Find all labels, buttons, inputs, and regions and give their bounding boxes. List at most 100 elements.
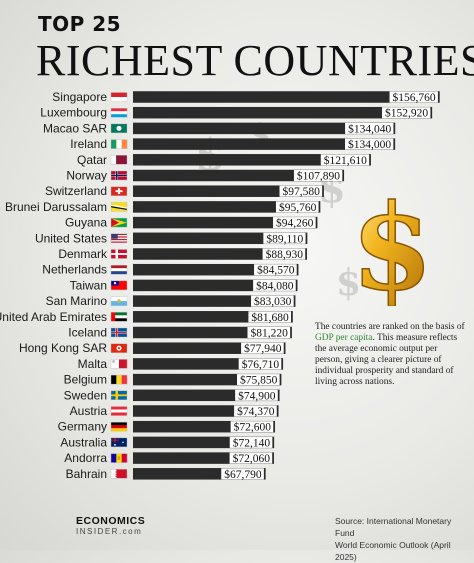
background-dollar-icon: $ xyxy=(336,262,362,304)
singapore-flag-icon xyxy=(110,92,128,102)
value-label-background xyxy=(247,327,291,338)
bar xyxy=(133,326,292,339)
bar xyxy=(133,106,433,119)
country-label: United States xyxy=(35,231,107,245)
country-label: Belgium xyxy=(64,373,107,387)
value-label-background xyxy=(275,201,319,213)
chart-row: United Arab Emirates $81,680 xyxy=(0,310,293,324)
chart-row: Iceland $81,220 xyxy=(68,326,292,340)
value-label: $81,680 xyxy=(251,311,289,324)
chart-row: Belgium $75,850 xyxy=(64,373,282,387)
value-label-background xyxy=(345,138,394,150)
chart-row: Australia $72,140 xyxy=(60,435,275,449)
bar xyxy=(133,91,440,103)
bar xyxy=(133,279,298,292)
bar xyxy=(133,122,396,135)
value-label-background xyxy=(251,295,294,307)
bahrain-flag-icon xyxy=(110,469,128,479)
page-title: RICHEST COUNTRIES xyxy=(36,36,474,85)
bar xyxy=(133,216,318,229)
chart-row: Brunei Darussalam $95,760 xyxy=(5,200,321,214)
united-states-flag-icon xyxy=(110,233,128,244)
value-label: $81,220 xyxy=(251,327,289,340)
value-label: $77,940 xyxy=(244,342,282,355)
value-label: $72,600 xyxy=(234,421,272,434)
value-label: $121,610 xyxy=(324,154,367,167)
denmark-flag-icon xyxy=(110,249,128,259)
brunei-flag-icon xyxy=(110,202,128,212)
country-label: Bahrain xyxy=(66,467,107,481)
country-label: Brunei Darussalam xyxy=(5,200,107,214)
qatar-flag-icon xyxy=(110,155,128,165)
value-label-background xyxy=(262,248,306,260)
country-label: Macao SAR xyxy=(43,121,107,135)
netherlands-flag-icon xyxy=(110,265,128,275)
chart-row: Qatar $121,610 xyxy=(77,153,371,167)
value-label-background xyxy=(293,170,343,181)
brand-subname: INSIDER.com xyxy=(76,527,143,536)
country-label: San Marino xyxy=(46,294,108,308)
hong-kong-flag-icon xyxy=(110,343,128,353)
switzerland-flag-icon xyxy=(110,186,128,196)
chart-row: Denmark $88,930 xyxy=(58,247,307,261)
country-label: Austria xyxy=(70,404,108,418)
bar xyxy=(133,468,266,480)
value-label-background xyxy=(273,217,316,229)
note-text-after: . This measure reflects the average econ… xyxy=(315,333,458,387)
value-label: $134,000 xyxy=(348,138,391,151)
value-label-background xyxy=(229,436,273,448)
ireland-flag-icon xyxy=(110,139,128,149)
country-label: Norway xyxy=(66,169,107,183)
value-label-background xyxy=(248,311,292,323)
country-label: Singapore xyxy=(52,90,107,104)
value-label: $94,260 xyxy=(276,217,314,230)
value-label-background xyxy=(263,232,306,244)
value-label: $152,920 xyxy=(385,107,428,120)
brand-name: ECONOMICS xyxy=(76,515,146,527)
bar xyxy=(133,169,345,182)
chart-note: The countries are ranked on the basis of… xyxy=(315,322,465,388)
value-label-background xyxy=(238,358,282,370)
bar xyxy=(133,342,286,354)
country-label: Taiwan xyxy=(70,278,107,292)
bar xyxy=(133,358,284,370)
note-highlight: GDP per capita xyxy=(315,333,373,343)
bar xyxy=(133,248,307,260)
bar xyxy=(133,420,276,433)
bar xyxy=(133,389,280,402)
chart-row: Sweden $74,900 xyxy=(64,388,280,402)
source-note: Source: International Monetary Fund Worl… xyxy=(335,515,470,563)
malta-flag-icon xyxy=(110,359,128,369)
value-label: $74,900 xyxy=(238,389,276,402)
value-label: $74,370 xyxy=(237,405,275,418)
gold-dollar-icon: $ xyxy=(352,186,432,306)
country-label: Netherlands xyxy=(42,263,107,277)
value-label-background xyxy=(382,107,431,119)
belgium-flag-icon xyxy=(110,374,128,385)
value-label-background xyxy=(235,389,278,401)
value-label: $95,760 xyxy=(279,201,317,214)
value-label: $84,080 xyxy=(256,279,294,292)
chart-row: Hong Kong SAR $77,940 xyxy=(19,341,286,355)
germany-flag-icon xyxy=(110,422,128,432)
bar xyxy=(133,201,321,213)
country-label: Luxembourg xyxy=(40,106,107,120)
country-label: Andorra xyxy=(64,451,107,465)
chart-row: Malta $76,710 xyxy=(78,357,284,371)
country-label: United Arab Emirates xyxy=(0,310,107,324)
bar xyxy=(133,232,308,245)
bar xyxy=(133,373,282,386)
value-label: $84,570 xyxy=(257,264,295,277)
country-label: Qatar xyxy=(77,153,107,167)
value-label: $83,030 xyxy=(254,295,292,308)
san-marino-flag-icon xyxy=(110,296,128,306)
taiwan-flag-icon xyxy=(110,280,128,291)
chart-row: Norway $107,890 xyxy=(66,169,345,183)
bar xyxy=(133,185,324,197)
chart-row: United States $89,110 xyxy=(35,231,308,245)
andorra-flag-icon xyxy=(110,453,128,463)
austria-flag-icon xyxy=(110,406,128,416)
source-line-2: World Economic Outlook (April 2025) xyxy=(335,540,451,562)
bar xyxy=(133,295,296,307)
